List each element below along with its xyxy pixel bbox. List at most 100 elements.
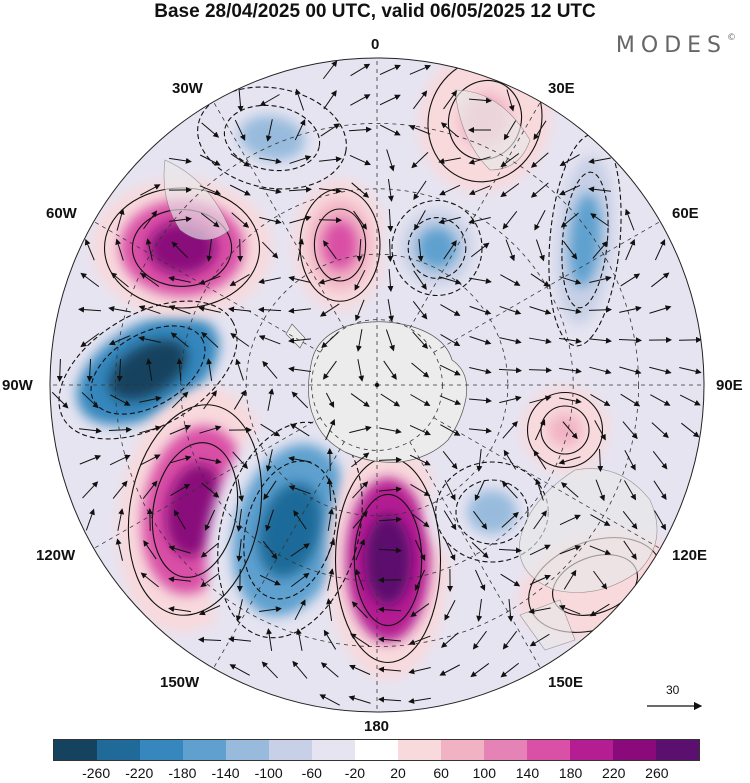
wind-vector	[116, 208, 125, 231]
wind-vector	[468, 185, 491, 196]
wind-vector	[201, 331, 219, 348]
wind-vector	[357, 359, 365, 382]
lat-lon-grid	[50, 58, 704, 712]
wind-vector	[260, 423, 281, 437]
wind-vector	[469, 335, 492, 345]
reference-vector-arrow	[647, 701, 703, 711]
wind-vector	[78, 306, 102, 313]
contour-low-30w	[197, 86, 347, 190]
map-boundary	[49, 57, 705, 713]
wind-vector	[79, 427, 102, 434]
colorbar-tick-label: -140	[211, 765, 240, 781]
meridian-line	[213, 101, 345, 329]
wind-vector	[443, 90, 458, 110]
colorbar-bin	[613, 740, 656, 760]
wind-vector	[440, 122, 459, 138]
wind-vector	[378, 606, 402, 613]
wind-vector	[593, 570, 608, 590]
wind-vector	[589, 603, 610, 617]
wind-vector	[289, 215, 312, 224]
wind-vector	[289, 423, 310, 437]
meridian-line	[433, 417, 661, 549]
wind-vector	[654, 239, 666, 261]
wind-vector	[654, 510, 667, 531]
colorbar-tick-label: -260	[82, 765, 111, 781]
wind-vector	[529, 337, 552, 345]
wind-vector	[200, 212, 220, 228]
wind-vector	[503, 449, 517, 470]
wind-vector	[559, 276, 582, 285]
colorbar-tick-label: 260	[645, 765, 669, 781]
wind-vector	[594, 420, 606, 441]
wind-vector	[204, 509, 216, 531]
colorbar-bin	[183, 740, 226, 760]
wind-vector	[378, 547, 402, 554]
lon-label-60w: 60W	[46, 205, 77, 222]
wind-vector	[414, 569, 426, 591]
wind-vector	[171, 241, 189, 259]
wind-vector	[681, 422, 700, 438]
wind-vector	[201, 482, 220, 498]
wind-vector	[108, 335, 131, 346]
wind-vector	[259, 606, 282, 613]
wind-vector	[500, 274, 521, 286]
wind-vector	[559, 337, 582, 344]
meridian-line	[213, 441, 345, 669]
wind-vector	[56, 358, 63, 382]
colorbar-bin	[570, 740, 613, 760]
wind-vector	[168, 576, 191, 583]
wind-vector	[355, 538, 366, 561]
wind-vector	[138, 335, 161, 343]
wind-vector	[228, 636, 251, 643]
wind-vector	[327, 508, 334, 531]
wind-vector	[589, 366, 612, 375]
wind-vector	[588, 186, 611, 193]
wind-vector	[438, 216, 461, 225]
wind-vector	[413, 180, 427, 200]
wind-vector	[529, 544, 551, 556]
wind-vector	[168, 606, 191, 613]
wind-vector	[318, 276, 341, 285]
wind-vector	[108, 305, 131, 313]
contour-high-100e	[526, 391, 604, 469]
latitude-circle	[180, 188, 574, 582]
wind-vector	[236, 539, 243, 562]
wind-vector	[652, 451, 668, 470]
contour-low-90w	[58, 300, 238, 440]
wind-vector	[503, 120, 517, 141]
wind-vector	[79, 454, 102, 465]
wind-vector	[678, 336, 702, 343]
wind-vector	[534, 419, 546, 441]
wind-vector	[352, 510, 368, 529]
wind-vector	[530, 182, 549, 198]
lon-label-90w: 90W	[2, 377, 33, 394]
antarctica-land	[285, 321, 468, 463]
wind-vector	[620, 273, 641, 287]
meridian-line	[409, 101, 541, 329]
lon-label-120e: 120E	[672, 547, 708, 564]
lon-label-180: 180	[364, 718, 390, 735]
wind-vector	[378, 456, 402, 463]
wind-vector	[354, 269, 366, 291]
wind-vector	[533, 120, 547, 141]
wind-vector	[379, 427, 402, 435]
contour-high-120w	[127, 404, 263, 616]
wind-vector	[288, 337, 311, 344]
wind-vector	[259, 157, 282, 164]
wind-vector	[559, 545, 582, 555]
wind-vector	[500, 153, 520, 168]
wind-vector	[142, 480, 158, 499]
wind-vector	[289, 155, 312, 164]
wind-vector	[502, 630, 518, 650]
wind-vector	[558, 456, 581, 465]
wind-vector	[232, 451, 249, 469]
wind-vector	[237, 238, 244, 262]
wind-vector	[470, 663, 490, 678]
wind-vector	[145, 238, 153, 261]
wind-vector	[589, 545, 612, 556]
wind-vector	[592, 240, 608, 259]
wind-vector	[228, 306, 251, 313]
wind-vector	[412, 331, 428, 349]
wind-vector	[198, 305, 221, 313]
wind-vector	[408, 667, 431, 675]
